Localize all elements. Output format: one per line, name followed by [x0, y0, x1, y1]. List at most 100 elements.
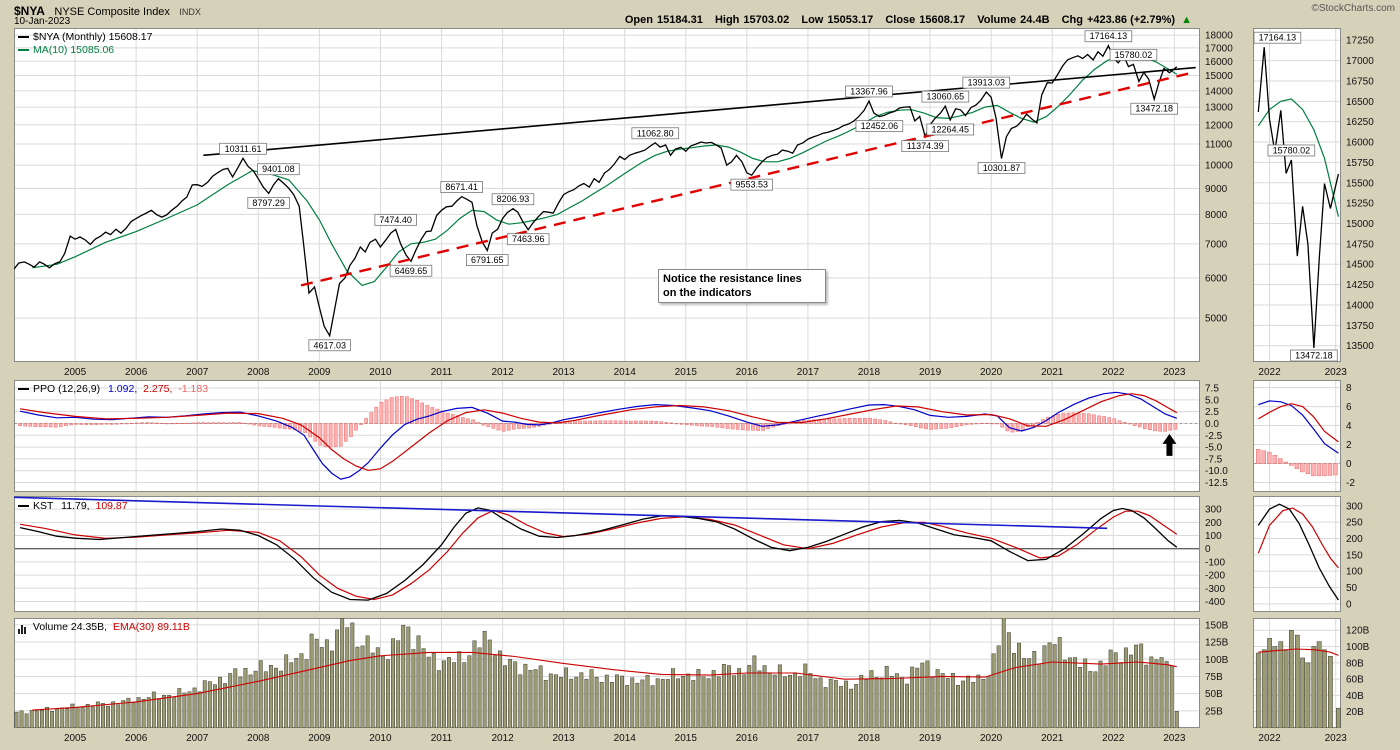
- volume-bar: [1067, 657, 1072, 728]
- volume-bar: [75, 707, 80, 728]
- histogram-bar: [1132, 423, 1137, 427]
- volume-bar: [335, 629, 340, 728]
- note-line-1: Notice the resistance lines: [663, 273, 802, 285]
- x-axis-label: 2017: [797, 367, 820, 378]
- volume-bar: [823, 687, 828, 728]
- y-axis-label: -400: [1205, 597, 1225, 608]
- price-label-text: 8206.93: [497, 194, 530, 204]
- x-axis-label: 2006: [125, 367, 148, 378]
- histogram-bar: [858, 417, 862, 424]
- mini-ppo-panel: 8 6 4 2 0 -2: [1253, 380, 1355, 492]
- gridlines: [15, 381, 1199, 491]
- histogram-bar: [104, 423, 109, 425]
- histogram-bar: [1036, 422, 1040, 424]
- y-axis-label: 7.5: [1205, 384, 1219, 395]
- histogram-bar: [410, 398, 414, 424]
- volume-bar: [508, 659, 513, 728]
- plot-area: [14, 496, 1199, 601]
- volume-bar: [192, 687, 197, 728]
- histogram-bar: [1256, 449, 1261, 464]
- price-legend-row-ma: MA(10) 15085.06: [18, 44, 152, 57]
- histogram-bar: [176, 423, 180, 425]
- histogram-bar: [1117, 420, 1122, 424]
- histogram-bar: [23, 423, 27, 427]
- histogram-bar: [914, 423, 918, 427]
- y-axis-label: 150B: [1205, 620, 1229, 631]
- symbol: $NYA: [14, 4, 45, 18]
- y-axis-label: 14250: [1346, 280, 1374, 291]
- histogram-bar: [150, 422, 155, 424]
- ppo-value: 1.092,: [108, 383, 138, 395]
- y-axis-label: 20B: [1346, 707, 1364, 718]
- volume-bar: [584, 678, 589, 728]
- volume-bar: [319, 647, 324, 728]
- volume-bar: [243, 667, 248, 728]
- histogram-bar: [659, 421, 664, 424]
- x-axis-label: 2016: [736, 733, 759, 744]
- volume-bar: [324, 639, 329, 728]
- histogram-bar: [277, 423, 282, 429]
- volume-bar: [864, 679, 869, 728]
- x-axis-label: 2020: [980, 733, 1003, 744]
- y-axis-label: -100: [1205, 557, 1225, 568]
- volume-bar: [146, 697, 151, 728]
- x-axis-label: 2009: [308, 733, 331, 744]
- histogram-bar: [486, 423, 491, 427]
- histogram-bar: [471, 419, 475, 424]
- histogram-bar: [109, 423, 114, 425]
- histogram-bar: [181, 423, 185, 424]
- histogram-bar: [420, 402, 424, 424]
- histogram-bar: [1322, 463, 1327, 477]
- histogram-bar: [578, 420, 582, 424]
- histogram-bar: [700, 423, 704, 427]
- volume-bar: [258, 660, 263, 728]
- series-$NYA close: [14, 44, 1178, 338]
- volume-bar: [935, 669, 940, 728]
- y-axis-label: 4: [1346, 421, 1352, 432]
- histogram-bar: [48, 423, 53, 428]
- volume-bar: [472, 640, 477, 728]
- histogram-bar: [517, 423, 521, 429]
- volume-bar: [457, 651, 462, 728]
- volume-bar: [492, 655, 497, 728]
- histogram-bar: [593, 420, 597, 424]
- volume-bar: [1098, 660, 1103, 728]
- kst-legend-name: KST: [33, 500, 54, 512]
- price-label-box: [308, 339, 351, 352]
- series-KST signal: [20, 509, 1178, 601]
- volume-bar: [660, 679, 665, 728]
- y-axis-label: 150: [1346, 550, 1363, 561]
- volume-bar: [330, 650, 334, 728]
- price-label-box: [466, 254, 509, 266]
- volume-bar: [589, 669, 594, 728]
- y-axis-label: 12000: [1205, 120, 1233, 131]
- x-axis-label: 2007: [186, 733, 209, 744]
- ma-line-swatch: [18, 49, 29, 52]
- volume-bar: [726, 665, 731, 728]
- volume-bar: [1062, 659, 1067, 728]
- stockcharts-copyright-link[interactable]: ©StockCharts.com: [1311, 3, 1395, 14]
- volume-bar: [228, 673, 233, 728]
- x-axis-label: 2017: [797, 733, 820, 744]
- y-axis-label: 125B: [1205, 638, 1229, 649]
- histogram-bar: [964, 423, 969, 426]
- histogram-bar: [145, 422, 150, 424]
- price-label-box: [1267, 144, 1316, 157]
- volume-bar: [1272, 646, 1278, 728]
- histogram-bar: [705, 423, 709, 427]
- histogram-bar: [995, 423, 1000, 425]
- x-axis-label: 2014: [614, 733, 637, 744]
- histogram-bar: [939, 423, 944, 429]
- volume-bar: [961, 680, 965, 728]
- histogram-bar: [354, 423, 358, 431]
- volume-bar: [874, 677, 879, 728]
- histogram-bar: [954, 423, 959, 427]
- histogram-bar: [969, 423, 974, 425]
- histogram-bar: [903, 423, 908, 426]
- price-label-box: [247, 196, 290, 209]
- y-axis-label: 80B: [1346, 658, 1364, 669]
- price-label-box: [730, 178, 773, 191]
- price-label-box: [845, 85, 893, 98]
- volume-bar: [233, 668, 238, 728]
- volume-bar: [538, 665, 543, 728]
